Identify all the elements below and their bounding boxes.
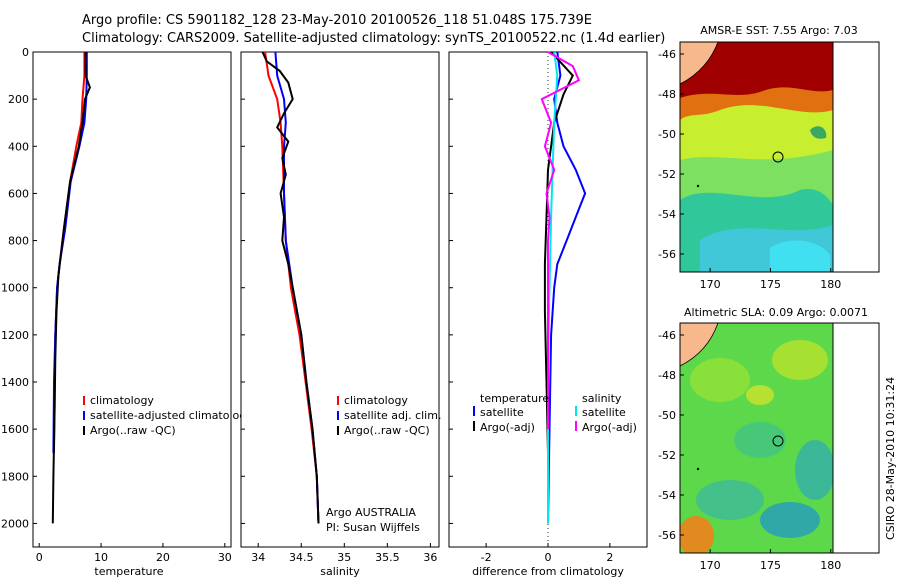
y-tick-label: 400 <box>8 140 29 153</box>
sst-map-title: AMSR-E SST: 7.55 Argo: 7.03 <box>700 24 858 37</box>
csiro-timestamp: CSIRO 28-May-2010 10:31:24 <box>884 377 897 540</box>
y-tick-label: 2000 <box>1 517 29 530</box>
legend-argo-sal: Argo(..raw -QC) <box>344 424 430 437</box>
map-y-tick-label: -56 <box>658 529 676 542</box>
map-y-tick-label: -54 <box>658 489 676 502</box>
map-y-tick-label: -54 <box>658 208 676 221</box>
difference-panel: -2 0 2 difference from climatology tempera… <box>448 51 648 578</box>
y-tick-label: 600 <box>8 187 29 200</box>
map-x-tick-label: 175 <box>760 278 781 291</box>
legend-temperature: temperature <box>480 392 549 405</box>
legend-sal-satellite: satellite <box>582 406 626 419</box>
map-y-tick-label: -52 <box>658 168 676 181</box>
salinity-panel: 34 34.5 35 35.5 36 salinity climatology sate… <box>240 51 441 578</box>
sla-map-empty-area <box>832 322 880 554</box>
sla-map-title: Altimetric SLA: 0.09 Argo: 0.0071 <box>684 306 868 319</box>
x-tick-label: -2 <box>481 551 492 564</box>
map-y-tick-label: -52 <box>658 449 676 462</box>
salinity-legend: climatology satellite adj. clim. Argo(..… <box>337 394 441 437</box>
y-tick-label: 1400 <box>1 376 29 389</box>
x-tick-label: 0 <box>545 551 552 564</box>
sla-map-ticks: 170 175 180 -46 -48 -50 -52 -54 -56 <box>658 329 841 572</box>
legend-climatology: climatology <box>90 394 154 407</box>
salinity-ticks: 34 34.5 35 35.5 36 <box>241 51 437 564</box>
legend-salinity: salinity <box>582 392 622 405</box>
salinity-lines <box>261 51 320 524</box>
series-line <box>540 51 581 430</box>
map-y-tick-label: -50 <box>658 409 676 422</box>
sla-map-panel: Altimetric SLA: 0.09 Argo: 0.0071 170 175… <box>658 306 880 572</box>
x-tick-label: 2 <box>606 551 613 564</box>
difference-lines <box>540 51 587 524</box>
header-line-1: Argo profile: CS 5901182_128 23-May-2010… <box>82 13 592 28</box>
legend-temp-argo: Argo(-adj) <box>480 421 535 434</box>
series-line <box>51 52 91 524</box>
sla-field <box>680 323 833 553</box>
y-tick-label: 200 <box>8 93 29 106</box>
x-tick-label: 34 <box>251 551 265 564</box>
sla-float-location-marker <box>772 435 784 447</box>
map-y-tick-label: -48 <box>658 88 676 101</box>
series-line <box>261 51 320 524</box>
legend-temp-satellite: satellite <box>480 406 524 419</box>
sst-map-panel: AMSR-E SST: 7.55 Argo: 7.03 170 175 180 -46… <box>658 24 880 291</box>
salinity-axes <box>240 51 440 548</box>
sla-island-marker <box>696 467 700 471</box>
x-tick-label: 0 <box>36 551 43 564</box>
legend-satellite-adjusted: satellite-adjusted climatology <box>90 409 253 422</box>
x-tick-label: 35 <box>337 551 351 564</box>
sst-float-location-marker <box>772 151 784 163</box>
y-tick-label: 1800 <box>1 470 29 483</box>
map-x-tick-label: 170 <box>700 559 721 572</box>
x-tick-label: 36 <box>423 551 437 564</box>
sst-map-empty-area <box>832 41 880 273</box>
difference-xlabel: difference from climatology <box>472 565 624 578</box>
map-y-tick-label: -56 <box>658 248 676 261</box>
y-tick-label: 1600 <box>1 423 29 436</box>
header-line-2: Climatology: CARS2009. Satellite-adjuste… <box>82 31 665 46</box>
y-tick-label: 1000 <box>1 282 29 295</box>
temperature-ticks: 0 10 20 30 0 200 400 600 800 1000 1200 1400 1600 1800… <box>1 46 232 564</box>
x-tick-label: 20 <box>156 551 170 564</box>
temperature-xlabel: temperature <box>94 565 163 578</box>
difference-ticks: -2 0 2 <box>449 51 613 564</box>
y-tick-label: 800 <box>8 235 29 248</box>
temperature-lines <box>51 52 91 524</box>
legend-argo: Argo(..raw -QC) <box>90 424 176 437</box>
map-x-tick-label: 170 <box>700 278 721 291</box>
temperature-panel: 0 10 20 30 0 200 400 600 800 1000 1200 1400 1600 1800… <box>1 46 253 578</box>
annotation-pi: PI: Susan Wijffels <box>326 521 420 534</box>
map-y-tick-label: -50 <box>658 128 676 141</box>
map-x-tick-label: 180 <box>820 278 841 291</box>
y-tick-label: 0 <box>22 46 29 59</box>
x-tick-label: 10 <box>94 551 108 564</box>
x-tick-label: 34.5 <box>289 551 314 564</box>
map-x-tick-label: 180 <box>820 559 841 572</box>
sst-map-ticks: 170 175 180 -46 -48 -50 -52 -54 -56 <box>658 48 841 291</box>
map-x-tick-label: 175 <box>760 559 781 572</box>
map-y-tick-label: -48 <box>658 369 676 382</box>
map-y-tick-label: -46 <box>658 329 676 342</box>
y-tick-label: 1200 <box>1 329 29 342</box>
sst-island-marker <box>696 184 700 188</box>
x-tick-label: 30 <box>218 551 232 564</box>
legend-satellite-sal: satellite adj. clim. <box>344 409 441 422</box>
legend-climatology-sal: climatology <box>344 394 408 407</box>
legend-sal-argo: Argo(-adj) <box>582 421 637 434</box>
salinity-xlabel: salinity <box>320 565 360 578</box>
x-tick-label: 35.5 <box>375 551 400 564</box>
temperature-legend: climatology satellite-adjusted climatolo… <box>83 394 253 437</box>
map-y-tick-label: -46 <box>658 48 676 61</box>
sst-field <box>680 42 833 272</box>
annotation-argo-australia: Argo AUSTRALIA <box>326 506 416 519</box>
difference-legend: temperature satellite Argo(-adj) salinit… <box>473 392 637 434</box>
temperature-axes <box>32 51 232 548</box>
